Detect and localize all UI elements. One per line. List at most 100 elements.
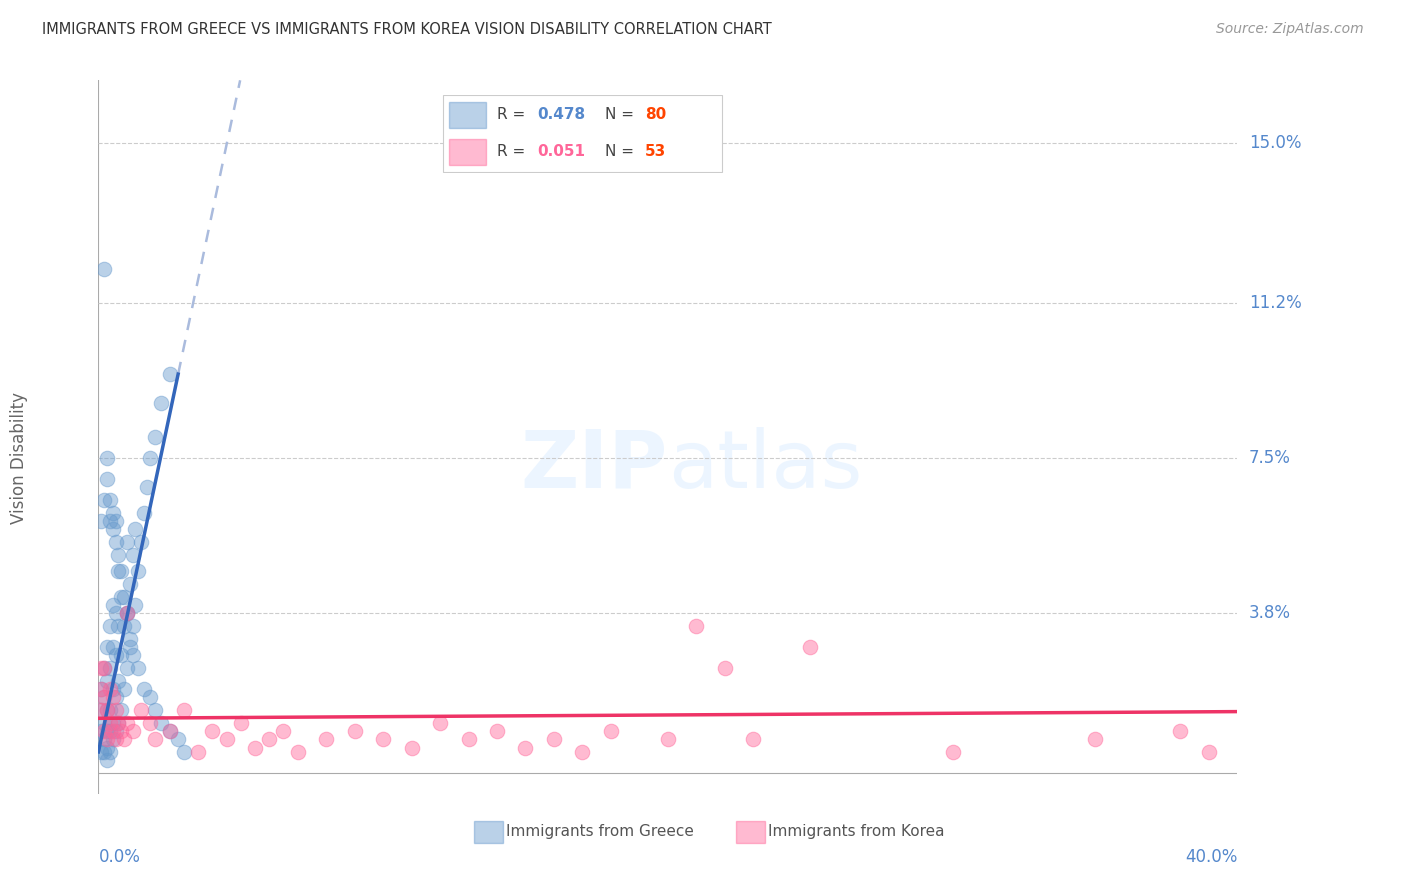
Point <box>101 715 124 730</box>
Text: R =: R = <box>498 144 530 159</box>
Point <box>90 661 112 675</box>
Point <box>90 681 112 696</box>
Point <box>93 262 115 277</box>
Point <box>600 723 623 738</box>
Point <box>98 493 121 508</box>
Point <box>93 690 115 705</box>
Point <box>118 577 141 591</box>
Point <box>173 703 195 717</box>
Point <box>138 715 160 730</box>
Point <box>98 661 121 675</box>
Text: 3.8%: 3.8% <box>1249 605 1291 623</box>
Point <box>159 723 181 738</box>
Point <box>150 396 173 410</box>
Point <box>104 732 127 747</box>
Text: Vision Disability: Vision Disability <box>10 392 28 524</box>
Point <box>129 535 152 549</box>
Point <box>96 451 118 466</box>
Point <box>98 723 121 738</box>
Point <box>104 648 127 663</box>
Point <box>93 745 115 759</box>
Text: 0.051: 0.051 <box>537 144 585 159</box>
Point <box>243 740 266 755</box>
Point <box>145 430 167 444</box>
Point <box>96 732 118 747</box>
Text: N =: N = <box>605 144 640 159</box>
Text: 0.0%: 0.0% <box>98 848 141 866</box>
Text: 15.0%: 15.0% <box>1249 134 1301 153</box>
Point <box>287 745 309 759</box>
Point <box>90 681 112 696</box>
Point <box>90 723 112 738</box>
Point <box>90 514 112 528</box>
Point <box>112 681 135 696</box>
Text: 53: 53 <box>645 144 666 159</box>
Point <box>121 619 143 633</box>
Point <box>104 535 127 549</box>
Point <box>112 619 135 633</box>
Point <box>101 640 124 654</box>
Point <box>101 690 124 705</box>
Point <box>96 740 118 755</box>
Point <box>401 740 423 755</box>
Point <box>115 715 138 730</box>
Text: IMMIGRANTS FROM GREECE VS IMMIGRANTS FROM KOREA VISION DISABILITY CORRELATION CH: IMMIGRANTS FROM GREECE VS IMMIGRANTS FRO… <box>42 22 772 37</box>
Point <box>1198 745 1220 759</box>
Point <box>112 590 135 604</box>
FancyBboxPatch shape <box>449 139 485 165</box>
Point <box>115 607 138 621</box>
Point <box>457 732 479 747</box>
Point <box>96 753 118 767</box>
Point <box>138 451 160 466</box>
Point <box>229 715 252 730</box>
Point <box>127 565 149 579</box>
Point <box>96 703 118 717</box>
Text: Source: ZipAtlas.com: Source: ZipAtlas.com <box>1216 22 1364 37</box>
Point <box>742 732 765 747</box>
Point <box>215 732 238 747</box>
Point <box>101 598 124 612</box>
Point <box>101 732 124 747</box>
Point <box>115 661 138 675</box>
Point <box>1170 723 1192 738</box>
Point <box>138 690 160 705</box>
Point <box>93 690 115 705</box>
Point <box>107 565 129 579</box>
Text: 0.478: 0.478 <box>537 107 585 122</box>
Point <box>110 703 132 717</box>
Point <box>118 632 141 646</box>
Point <box>129 703 152 717</box>
Point <box>90 703 112 717</box>
Point <box>104 723 127 738</box>
Point <box>121 548 143 562</box>
Point <box>101 523 124 537</box>
Point <box>173 745 195 759</box>
Point <box>107 715 129 730</box>
Point <box>486 723 509 738</box>
Point <box>104 514 127 528</box>
Point <box>273 723 295 738</box>
Point <box>98 715 121 730</box>
Point <box>104 607 127 621</box>
Point <box>93 493 115 508</box>
Point <box>799 640 821 654</box>
Point <box>96 640 118 654</box>
Text: Immigrants from Korea: Immigrants from Korea <box>768 824 945 838</box>
Point <box>115 607 138 621</box>
Point <box>93 661 115 675</box>
Point <box>571 745 593 759</box>
Text: ZIP: ZIP <box>520 426 668 505</box>
Point <box>98 681 121 696</box>
Point <box>90 703 112 717</box>
Point <box>685 619 707 633</box>
Text: R =: R = <box>498 107 530 122</box>
Point <box>115 607 138 621</box>
Text: atlas: atlas <box>668 426 862 505</box>
Point <box>98 745 121 759</box>
Point <box>429 715 451 730</box>
Point <box>98 514 121 528</box>
Point <box>93 661 115 675</box>
Point <box>373 732 395 747</box>
Text: N =: N = <box>605 107 640 122</box>
Point <box>93 732 115 747</box>
